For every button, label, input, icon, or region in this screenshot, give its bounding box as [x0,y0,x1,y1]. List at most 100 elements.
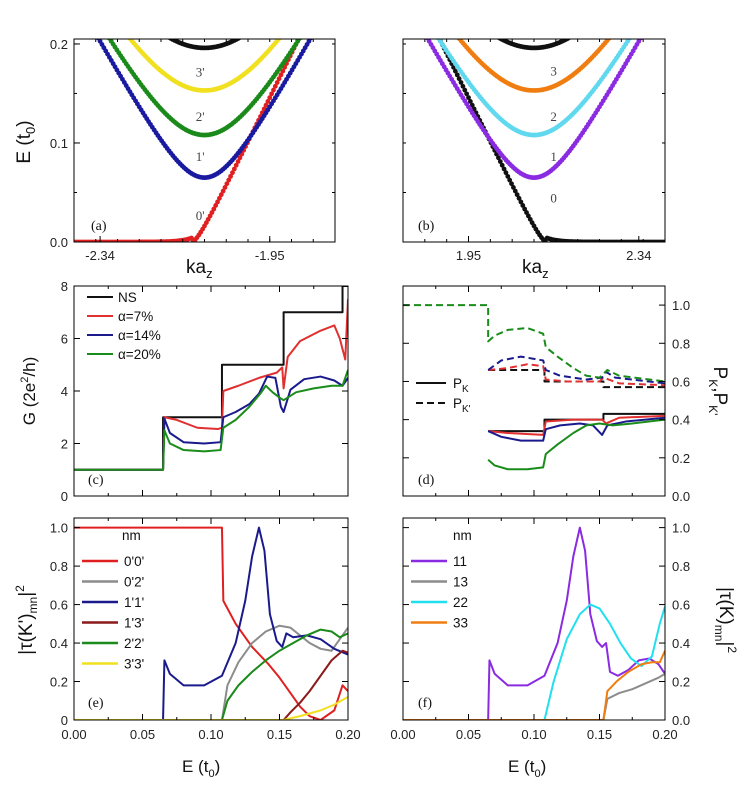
panel-a-band-labels: 0' 1' 2' 3' [196,65,205,224]
band-point [520,203,526,208]
panel-c-ticks: 0 2 4 6 8 [61,279,349,504]
band-point [301,30,306,35]
band-point [299,33,304,38]
y-tick-label: 1.0 [50,521,68,536]
panel-a-tag: (a) [91,219,107,234]
band-point [638,39,643,41]
band-point [627,39,632,41]
band-point [434,33,439,38]
legend-label: 0'0' [124,554,144,569]
legend-label: 1'3' [124,616,144,631]
band-point [512,188,518,194]
panel-c-ylabel: G (2e2/h) [19,357,39,426]
panel-b-xlabel: kaz [522,257,549,281]
y-tick-label: 0.8 [672,559,690,574]
panel-b-tag: (b) [418,219,435,234]
band-point [103,30,108,35]
y-tick-label: 0 [61,489,68,504]
band-2'-curve [103,30,306,138]
band-point [269,91,275,97]
x-tick-label: -1.95 [255,248,285,263]
band-point [280,68,286,74]
band-point [492,33,497,38]
band-point [485,28,490,33]
legend-label: NS [118,290,137,305]
band-point [432,27,437,32]
legend-label: α=14% [118,328,161,343]
band-point [211,206,217,212]
band-3'-curve [120,27,289,93]
band-point [122,29,127,34]
band-point [573,32,578,37]
panel-f-xlabel: E (t0) [508,757,546,780]
series-11-line [403,526,665,720]
panel-c-legend: NS α=7% α=14% α=20% [87,290,161,362]
band-0-curve [432,27,665,242]
band-1'-curve [96,39,313,181]
x-tick-label: 0.10 [521,727,546,742]
band-point [451,64,456,70]
band-point [120,27,125,32]
x-tick-label: 0.00 [390,727,415,742]
y-tick-label: 4 [61,384,68,399]
band-point [569,34,574,39]
band-point [261,106,267,112]
panel-d-ticks: 0.0 0.2 0.4 0.6 0.8 1.0 [402,286,690,504]
panel-b-ticks: 1.95 2.34 [402,39,666,263]
legend-label: 13 [453,575,468,590]
series-PK-14--line [487,416,665,442]
series--14--line [74,375,348,471]
y-tick-label: 0.6 [672,598,690,613]
band-point [241,33,246,38]
band-point [434,31,439,36]
y-tick-label: 1.0 [672,298,690,313]
band-point [507,177,513,183]
panel-f-ticks: 0.00 0.05 0.10 0.15 0.200.0 0.2 0.4 0.6 0.8 1.0 [390,518,690,742]
panel-d-tag: (d) [418,473,435,488]
legend-label: PK [453,376,469,395]
band-point [497,159,503,164]
band-point [218,192,224,198]
band-point [633,27,638,32]
panel-b-band-labels: 0 1 2 3 [550,64,557,206]
band-point [230,170,235,176]
panel-f-curves [403,526,665,720]
band-point [432,30,437,35]
legend-label: 0'2' [124,575,144,590]
band-point [161,32,166,37]
band-point [489,30,494,35]
x-tick-label: 0.15 [267,727,292,742]
band-point [514,192,520,198]
series-PK-20--line [403,304,665,383]
band-point [466,95,471,101]
band-point [449,27,454,32]
band-label-1: 1 [550,149,557,164]
x-tick-label: 0.15 [587,727,612,742]
x-tick-label: 2.34 [626,248,651,263]
y-tick-label: 0.2 [50,37,68,52]
x-tick-label: 0.05 [456,727,481,742]
band-point [220,188,226,194]
legend-title: nm [122,528,141,543]
legend-label: 3'3' [124,657,144,672]
band-point [631,30,636,35]
band-point [453,68,458,74]
band-point [462,87,468,93]
band-point [577,29,582,34]
legend-label: α=20% [118,347,161,362]
panel-f-legend: nm 11 13 22 33 [411,528,472,631]
band-point [499,162,505,168]
band-point [215,199,220,205]
band-point [612,29,617,34]
band-point [456,76,462,82]
band-point [284,27,289,32]
band-point [159,30,164,35]
band-point [163,33,168,38]
panel-c-curves [74,286,348,471]
y-tick-label: 0 [61,713,68,728]
panel-e-ticks: 0.00 0.05 0.10 0.15 0.20 0 0.2 0.4 0.6 0.8 1.0 [50,518,361,742]
panel-d-curves [403,304,665,471]
band-0'-curve [74,39,301,242]
